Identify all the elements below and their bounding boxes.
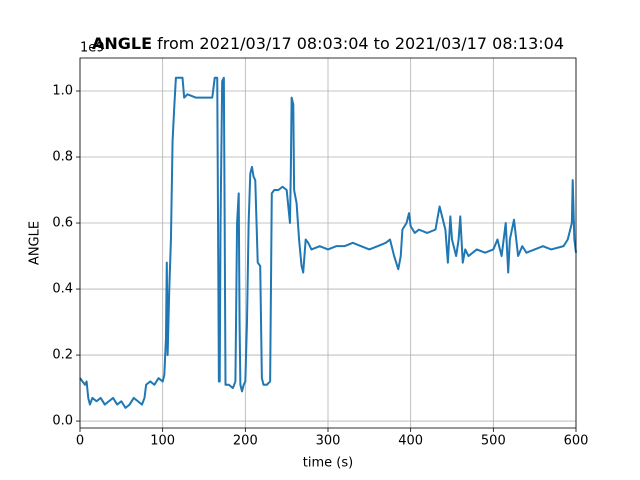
x-tick-label: 400 [398, 434, 423, 449]
y-tick-label: 0.6 [52, 216, 73, 231]
y-tick-label: 0.2 [52, 348, 73, 363]
x-tick-label: 300 [316, 434, 341, 449]
title-rest: from 2021/03/17 08:03:04 to 2021/03/17 0… [157, 34, 564, 53]
y-tick-label: 1.0 [52, 84, 73, 99]
data-line [79, 76, 577, 409]
y-tick-label: 0.0 [52, 414, 73, 429]
x-tick-label: 600 [564, 434, 589, 449]
y-offset-label: 1e9 [80, 41, 105, 56]
chart-title: ANGLE from 2021/03/17 08:03:04 to 2021/0… [92, 34, 564, 53]
y-tick-label: 0.4 [52, 282, 73, 297]
y-axis-label: ANGLE [28, 221, 43, 265]
x-tick-label: 500 [481, 434, 506, 449]
x-tick-label: 200 [233, 434, 258, 449]
x-tick-label: 100 [150, 434, 175, 449]
x-axis-label: time (s) [303, 456, 353, 471]
plot-frame [79, 57, 577, 429]
x-tick-label: 0 [76, 434, 84, 449]
y-tick-label: 0.8 [52, 150, 73, 165]
title-bold: ANGLE [92, 34, 152, 53]
